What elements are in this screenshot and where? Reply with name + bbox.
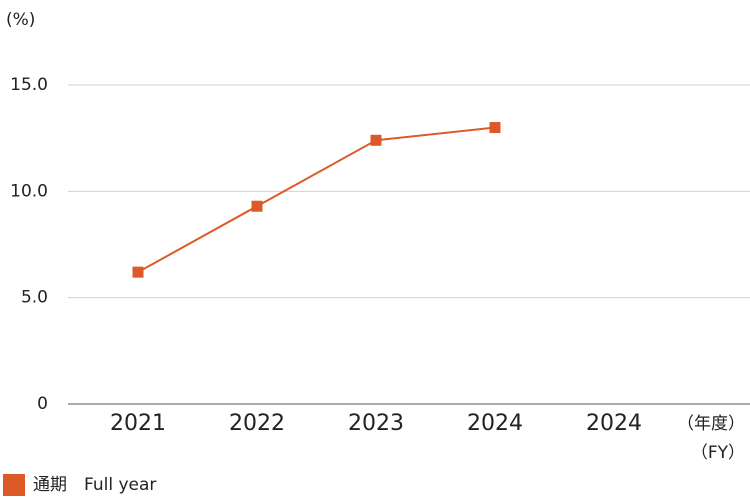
series-line: [137, 126, 496, 274]
x-unit-label: （年度）: [677, 414, 745, 434]
y-tick-label: 10.0: [10, 181, 48, 201]
legend-label: 通期 Full year: [33, 475, 156, 495]
marker: [132, 266, 144, 278]
x-tick-label: 2022: [229, 411, 285, 436]
x-tick-label: 2024: [586, 411, 642, 436]
marker: [489, 122, 501, 134]
y-tick-label: 15.0: [10, 75, 48, 95]
x-tick-label: 2023: [348, 411, 404, 436]
x-tick-label: 2024: [467, 411, 523, 436]
y-unit-label: (%): [6, 10, 35, 30]
x-unit-label: （FY）: [691, 443, 745, 463]
y-tick-label: 0: [37, 394, 48, 414]
marker: [370, 134, 382, 146]
y-tick-label: 5.0: [21, 288, 48, 308]
marker: [251, 200, 263, 212]
legend-swatch: [3, 474, 25, 496]
x-tick-label: 2021: [110, 411, 166, 436]
